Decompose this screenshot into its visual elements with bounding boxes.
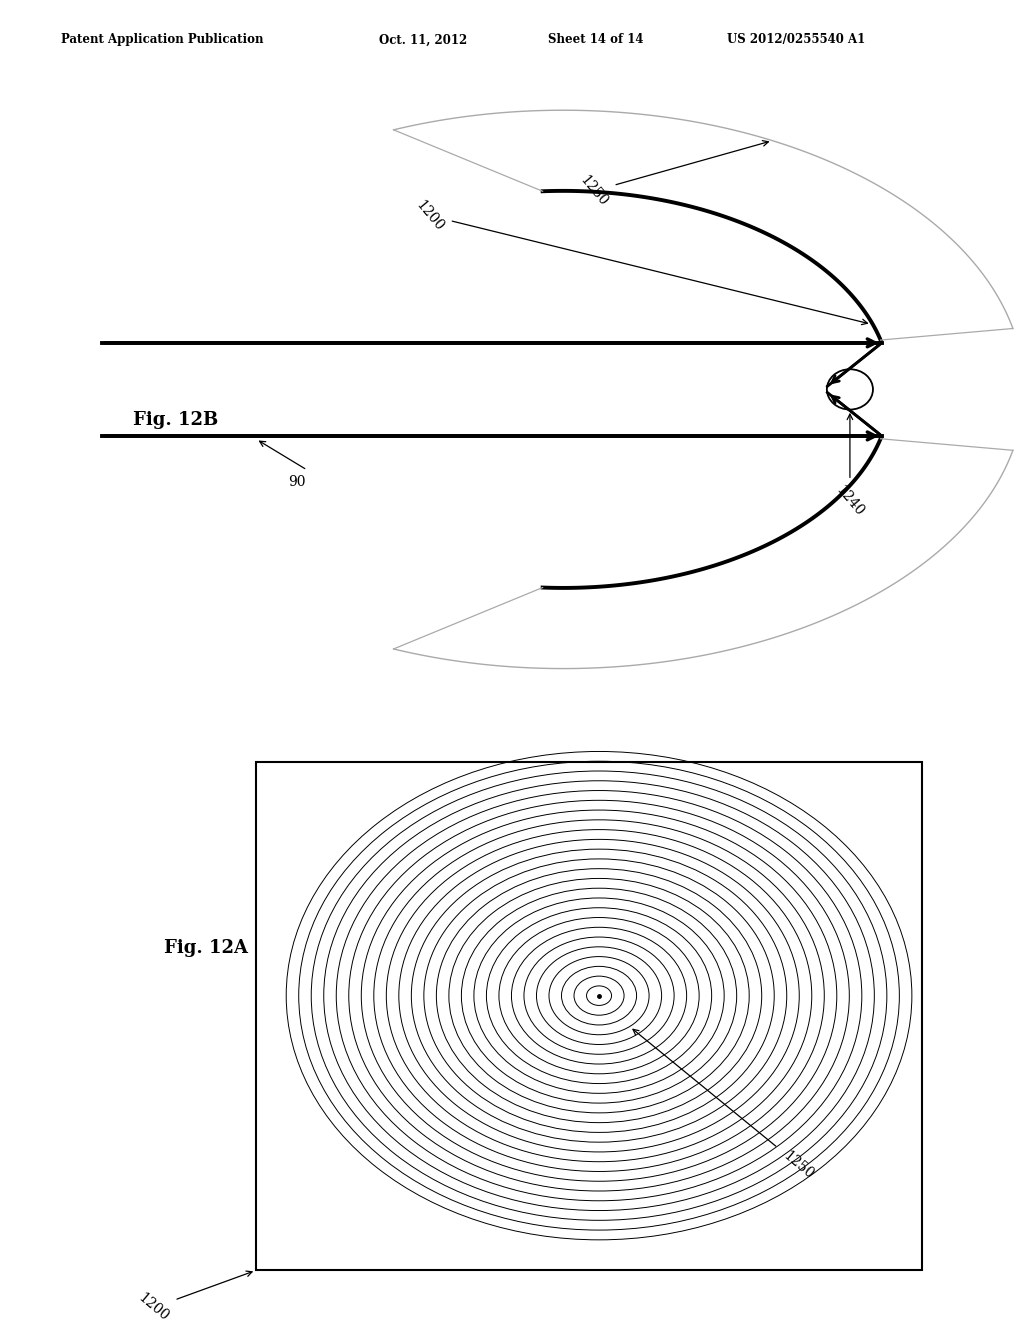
Text: Fig. 12A: Fig. 12A <box>164 939 248 957</box>
Text: Oct. 11, 2012: Oct. 11, 2012 <box>379 33 467 46</box>
Text: Sheet 14 of 14: Sheet 14 of 14 <box>548 33 643 46</box>
Text: Fig. 12B: Fig. 12B <box>133 412 218 429</box>
Bar <box>256 762 922 1270</box>
Text: 90: 90 <box>288 475 306 490</box>
Text: 1200: 1200 <box>135 1271 252 1320</box>
Text: 1250: 1250 <box>578 141 768 209</box>
Text: 1200: 1200 <box>414 198 867 325</box>
Text: Patent Application Publication: Patent Application Publication <box>61 33 264 46</box>
Text: 1250: 1250 <box>633 1030 817 1181</box>
Text: 1240: 1240 <box>834 414 866 519</box>
Text: US 2012/0255540 A1: US 2012/0255540 A1 <box>727 33 865 46</box>
